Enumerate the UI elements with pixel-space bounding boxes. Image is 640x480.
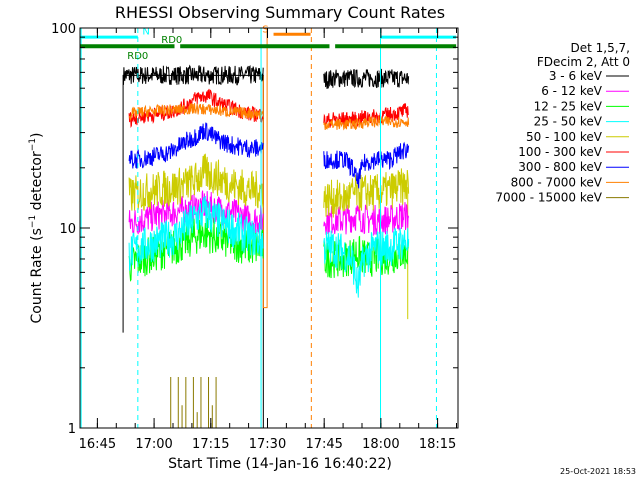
y-axis-label-pre: Count Rate (s [29,228,45,323]
series-trace-7-0 [129,103,264,122]
y-tick-label-0: 1 [68,422,76,437]
series-trace-6-0 [128,122,264,169]
flag-label-1: S [262,24,268,35]
x-tick-label-6: 18:15 [419,437,456,452]
x-axis-label: Start Time (14-Jan-16 16:40:22) [168,456,392,472]
series-trace-3-0 [128,195,264,271]
flag-label-3: RD0 [127,51,148,62]
y-tick-label-2: 100 [51,22,76,37]
flag-label-2: RD0 [161,35,182,46]
legend-label-4: 50 - 100 keV [526,130,603,144]
x-tick-label-0: 16:45 [79,437,116,452]
legend-header-line-1: Det 1,5,7, [571,41,631,55]
y-axis-label-post: ) [29,133,45,138]
y-axis-label-mid: detector [29,151,45,215]
legend-header-line-2: FDecim 2, Att 0 [537,55,630,69]
series-layer [122,28,410,429]
y-axis: 1 10 100 [51,22,458,437]
series-trace-5-0 [128,88,264,128]
series-trace-1-0 [128,190,264,235]
legend-label-1: 6 - 12 keV [541,84,603,98]
series-trace-1-1 [323,202,410,237]
legend-label-0: 3 - 6 keV [549,69,603,83]
overlay-layer: N S RD0 RD0 [80,24,457,428]
series-trace-7-1 [323,115,410,131]
series-trace-3-1 [323,227,410,298]
y-axis-label-exp1: −1 [28,215,38,228]
series-trace-0-1 [323,68,410,89]
step-line-1 [262,28,268,309]
legend-label-6: 300 - 800 keV [518,160,602,174]
series-trace-0-0 [123,64,264,86]
series-trace-4-1 [323,168,410,218]
x-tick-label-3: 17:30 [249,437,286,452]
series-trace-6-1 [323,141,410,189]
series-trace-4-0 [128,153,264,211]
legend-label-5: 100 - 300 keV [518,145,602,159]
x-tick-label-5: 18:00 [362,437,399,452]
timestamp: 25-Oct-2021 18:53 [560,467,636,476]
x-tick-label-1: 17:00 [135,437,172,452]
legend-label-3: 25 - 50 keV [534,115,603,129]
legend-label-7: 800 - 7000 keV [511,175,603,189]
y-tick-label-1: 10 [59,222,76,237]
x-tick-label-4: 17:45 [305,437,342,452]
legend-label-2: 12 - 25 keV [534,99,603,113]
y-axis-label-exp2: −1 [28,138,38,151]
chart-title: RHESSI Observing Summary Count Rates [115,3,445,22]
legend-label-8: 7000 - 15000 keV [495,191,602,205]
x-tick-label-2: 17:15 [192,437,229,452]
x-axis: 16:45 17:00 17:15 17:30 17:45 18:00 18:15 [79,28,457,452]
series-trace-2-0 [128,217,264,282]
flag-label-0: N [142,26,149,37]
y-axis-label: Count Rate (s−1 detector−1) [28,133,45,324]
